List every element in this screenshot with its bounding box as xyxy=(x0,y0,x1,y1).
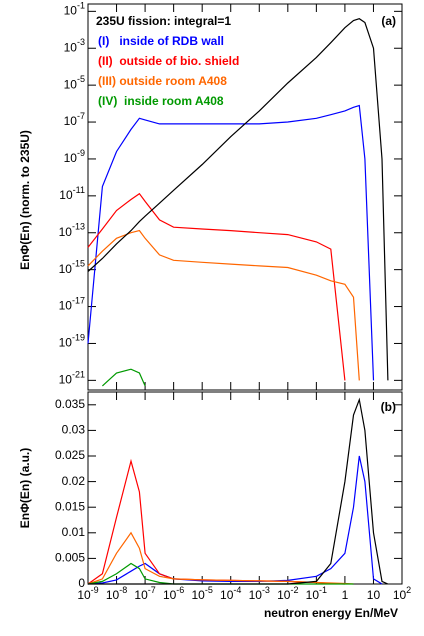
y-tick-label: 0.025 xyxy=(55,448,85,462)
x-tick-label: 1 xyxy=(342,588,349,602)
y-tick-label: 10-3 xyxy=(64,38,85,55)
x-tick-label: 10-5 xyxy=(191,585,212,602)
panel-title: 235U fission: integral=1 xyxy=(96,14,231,28)
x-tick-label: 10-6 xyxy=(163,585,184,602)
legend-entry: (IV) inside room A408 xyxy=(98,94,224,108)
y-tick-label: 0.03 xyxy=(62,423,86,437)
y-tick-label: 10-19 xyxy=(59,333,85,350)
x-tick-label: 10-8 xyxy=(106,585,127,602)
x-tick-label: 10-3 xyxy=(249,585,270,602)
series-line xyxy=(87,229,360,381)
y-tick-label: 0.015 xyxy=(55,499,85,513)
series-line xyxy=(87,192,346,381)
y-tick-label: 10-21 xyxy=(59,370,85,387)
legend-entry: (I) inside of RDB wall xyxy=(98,34,224,48)
y-tick-label: 10-17 xyxy=(59,296,85,313)
y-axis-title: EnΦ(En) (a.u.) xyxy=(18,448,32,529)
bottom-frame xyxy=(87,391,403,585)
x-tick-label: 10-9 xyxy=(77,585,98,602)
y-tick-label: 10-5 xyxy=(64,75,85,92)
series-line xyxy=(87,18,389,381)
series-line xyxy=(87,455,383,585)
series-line xyxy=(87,531,354,585)
y-tick-label: 10-11 xyxy=(59,185,85,202)
panel-label: (a) xyxy=(381,14,396,28)
top-frame xyxy=(87,3,403,391)
x-tick-label: 10-2 xyxy=(277,585,298,602)
legend-entry: (II) outside of bio. shield xyxy=(98,54,239,68)
y-tick-label: 10-1 xyxy=(64,1,85,18)
x-tick-label: 102 xyxy=(393,585,411,602)
series-line xyxy=(88,397,389,585)
panel-label: (b) xyxy=(381,400,396,414)
y-tick-label: 0 xyxy=(78,576,85,590)
x-tick-label: 10-4 xyxy=(220,585,241,602)
x-axis-title: neutron energy En/MeV xyxy=(264,606,398,620)
y-tick-label: 10-15 xyxy=(59,259,85,276)
y-tick-label: 0.02 xyxy=(62,474,86,488)
y-tick-label: 0.005 xyxy=(55,551,85,565)
legend-entry: (III) outside room A408 xyxy=(98,74,227,88)
series-line xyxy=(101,368,146,387)
y-tick-label: 0.01 xyxy=(62,525,86,539)
x-tick-label: 10-1 xyxy=(306,585,327,602)
series-line xyxy=(87,104,375,381)
y-tick-label: 10-7 xyxy=(64,111,85,128)
x-tick-label: 10 xyxy=(367,588,381,602)
x-tick-label: 10-7 xyxy=(134,585,155,602)
y-tick-label: 10-13 xyxy=(59,222,85,239)
y-tick-label: 0.035 xyxy=(55,397,85,411)
series-line xyxy=(87,458,345,585)
y-axis-title: EnΦ(En) (norm. to 235U) xyxy=(18,130,32,270)
y-tick-label: 10-9 xyxy=(64,148,85,165)
